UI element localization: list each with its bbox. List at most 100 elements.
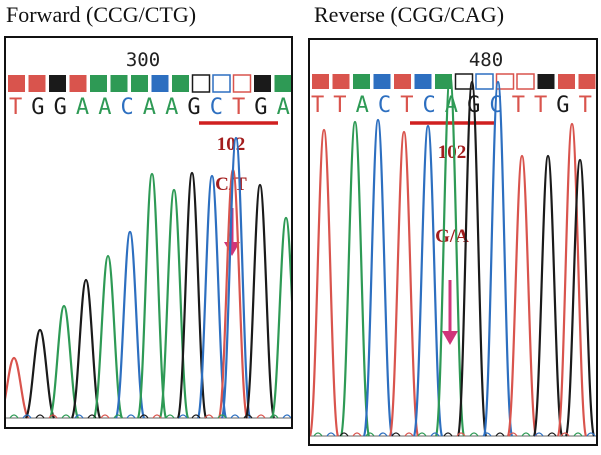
base-call: G xyxy=(556,93,569,118)
quality-block xyxy=(172,75,189,92)
forward-chromatogram-panel: 300 T G G A A C A A G C T G A 102 C/T xyxy=(4,36,293,429)
reverse-chromatogram-panel: 480 T T A C T C A G C T T G T 102 G/A xyxy=(308,38,598,446)
base-call: G xyxy=(254,95,267,120)
trace-noise xyxy=(391,432,401,437)
base-call: C xyxy=(378,93,391,118)
quality-block xyxy=(90,75,107,92)
trace-noise xyxy=(521,432,531,437)
trace-peak xyxy=(6,356,30,419)
quality-block xyxy=(454,73,474,90)
base-call: G xyxy=(54,95,67,120)
trace-noise xyxy=(560,432,570,437)
base-call: T xyxy=(534,93,547,118)
trace-noise xyxy=(456,432,466,437)
base-call: T xyxy=(311,93,324,118)
trace-peak xyxy=(158,188,190,419)
trace-noise xyxy=(217,414,227,419)
trace-noise xyxy=(482,432,492,437)
trace-noise xyxy=(22,414,32,419)
base-call: A xyxy=(143,95,156,120)
trace-peak xyxy=(220,136,252,419)
trace-noise xyxy=(113,414,123,419)
base-call: T xyxy=(400,93,413,118)
quality-block xyxy=(516,73,535,90)
quality-block xyxy=(131,75,148,92)
trace-noise xyxy=(404,432,414,437)
trace-noise xyxy=(586,432,596,437)
codon-number: 102 xyxy=(438,142,467,163)
trace-peak xyxy=(176,171,208,419)
quality-block xyxy=(558,74,575,89)
base-call: A xyxy=(277,95,290,120)
quality-block xyxy=(353,74,370,89)
trace-noise xyxy=(139,414,149,419)
trace-peak xyxy=(564,158,596,437)
trace-peak xyxy=(388,130,420,437)
trace-peak xyxy=(434,73,466,437)
trace-noise xyxy=(256,414,266,419)
trace-peak xyxy=(362,118,394,437)
quality-block xyxy=(475,73,494,90)
quality-block xyxy=(28,75,46,92)
trace-noise xyxy=(430,432,440,437)
quality-block xyxy=(8,75,25,92)
trace-noise xyxy=(573,432,583,437)
base-call: C xyxy=(210,95,223,120)
position-number: 300 xyxy=(126,49,160,71)
codon-number: 102 xyxy=(217,134,246,155)
trace-peak xyxy=(48,304,80,419)
trace-peak xyxy=(482,80,514,437)
trace-noise xyxy=(443,432,453,437)
trace-peak xyxy=(70,278,102,419)
trace-noise xyxy=(230,414,240,419)
quality-block xyxy=(373,74,391,89)
trace-peak xyxy=(456,80,488,437)
trace-peak xyxy=(506,154,538,437)
trace-peak xyxy=(556,122,588,437)
quality-block xyxy=(110,75,128,92)
trace-noise xyxy=(269,414,279,419)
trace-noise xyxy=(243,414,253,419)
quality-block xyxy=(212,74,231,93)
base-call: T xyxy=(232,95,245,120)
mutation-label: G/A xyxy=(435,226,469,247)
base-call: T xyxy=(333,93,346,118)
trace-noise xyxy=(191,414,201,419)
trace-noise xyxy=(378,432,388,437)
base-call: A xyxy=(98,95,111,120)
quality-block xyxy=(69,75,87,92)
quality-block xyxy=(191,74,211,93)
mutation-arrow-head xyxy=(442,331,458,345)
trace-peak xyxy=(92,254,124,419)
trace-peak xyxy=(244,183,276,419)
base-call: C xyxy=(121,95,134,120)
trace-noise xyxy=(61,414,71,419)
base-call: A xyxy=(76,95,89,120)
trace-noise xyxy=(326,432,336,437)
trace-peak xyxy=(270,216,291,419)
trace-peak xyxy=(24,328,56,419)
trace-noise xyxy=(282,414,291,419)
trace-peak xyxy=(412,124,444,437)
trace-peak xyxy=(310,128,340,437)
trace-peak xyxy=(339,120,371,437)
quality-block xyxy=(332,74,350,89)
trace-noise xyxy=(365,432,375,437)
trace-peak xyxy=(114,230,146,419)
base-call: T xyxy=(579,93,592,118)
reverse-title: Reverse (CGG/CAG) xyxy=(314,2,505,27)
base-call: G xyxy=(31,95,44,120)
trace-noise xyxy=(469,432,479,437)
trace-noise xyxy=(508,432,518,437)
base-call: A xyxy=(165,95,178,120)
trace-noise xyxy=(126,414,136,419)
trace-noise xyxy=(352,432,362,437)
quality-block xyxy=(274,75,291,92)
trace-peak xyxy=(196,174,228,419)
trace-noise xyxy=(35,414,45,419)
base-call: T xyxy=(512,93,525,118)
trace-noise xyxy=(9,414,19,419)
base-call: T xyxy=(9,95,22,120)
